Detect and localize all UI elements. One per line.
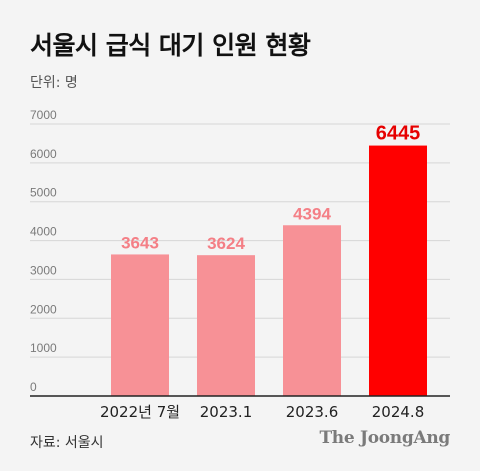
data-labels: 3643 3624 4394 6445 bbox=[121, 123, 420, 254]
y-tick-label: 6000 bbox=[30, 147, 57, 161]
source-note: 자료: 서울시 bbox=[30, 435, 104, 451]
bar-3 bbox=[369, 145, 427, 396]
x-tick-label-2: 2023.6 bbox=[286, 403, 339, 421]
data-label-2: 4394 bbox=[293, 204, 331, 223]
bars bbox=[111, 145, 427, 396]
bar-1 bbox=[197, 255, 255, 396]
chart-title: 서울시 급식 대기 인원 현황 bbox=[30, 31, 311, 60]
publisher-logo: The JoongAng bbox=[319, 428, 450, 448]
y-tick-label: 3000 bbox=[30, 263, 57, 277]
data-label-1: 3624 bbox=[207, 234, 245, 253]
y-tick-label: 7000 bbox=[30, 108, 57, 122]
x-tick-label-1: 2023.1 bbox=[200, 403, 253, 421]
unit-label: 단위: 명 bbox=[30, 75, 78, 91]
y-tick-label: 2000 bbox=[30, 302, 57, 316]
data-label-3: 6445 bbox=[376, 123, 421, 145]
y-tick-label: 5000 bbox=[30, 186, 57, 200]
y-axis-ticks: 0 1000 2000 3000 4000 5000 6000 7000 bbox=[30, 108, 57, 394]
x-tick-label-3: 2024.8 bbox=[372, 403, 425, 421]
x-tick-label-0: 2022년 7월 bbox=[100, 403, 180, 421]
bar-0 bbox=[111, 254, 169, 396]
y-tick-label: 0 bbox=[30, 380, 37, 394]
bar-2 bbox=[283, 225, 341, 396]
data-label-0: 3643 bbox=[121, 233, 159, 252]
y-tick-label: 4000 bbox=[30, 225, 57, 239]
x-axis-ticks: 2022년 7월 2023.1 2023.6 2024.8 bbox=[100, 403, 424, 421]
y-tick-label: 1000 bbox=[30, 341, 57, 355]
